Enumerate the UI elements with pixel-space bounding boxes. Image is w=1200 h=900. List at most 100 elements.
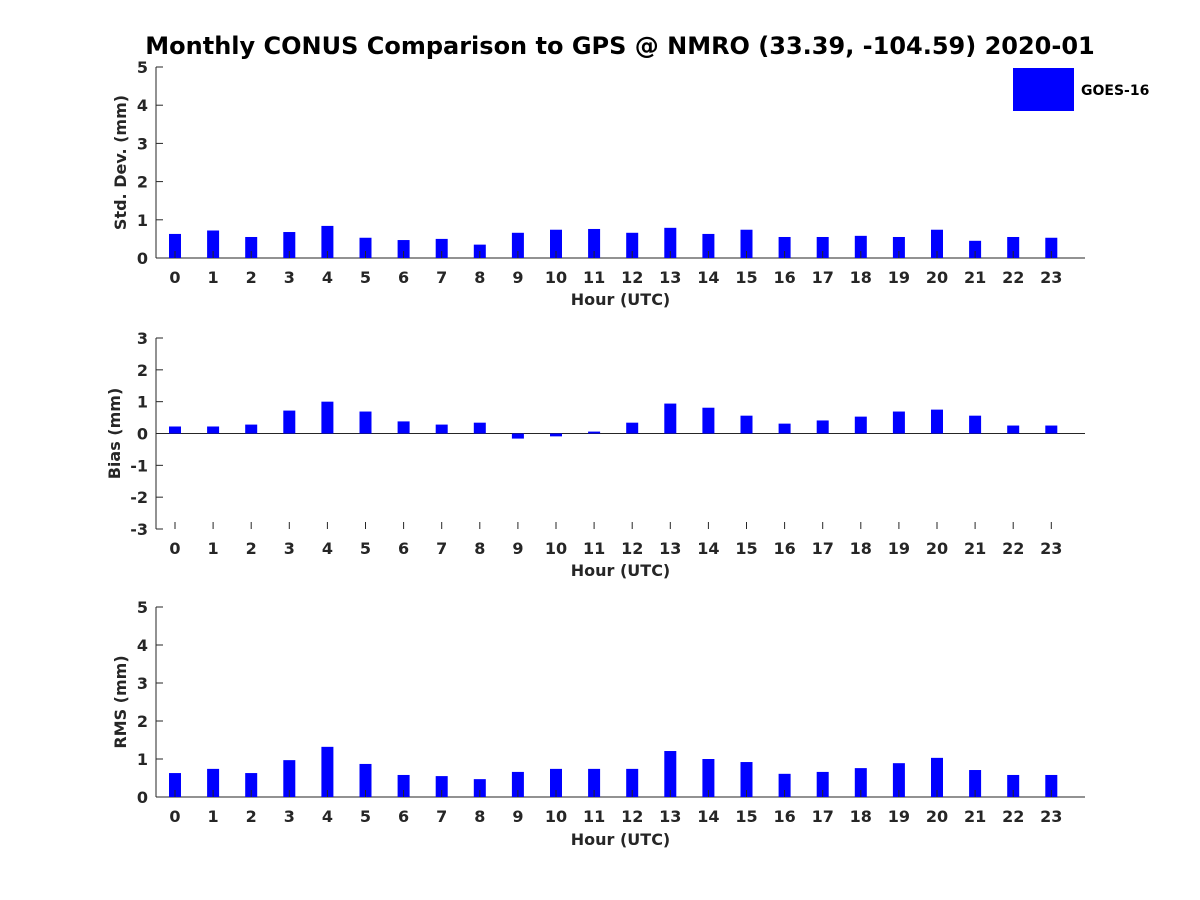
bar [626,232,639,258]
y-tick-label: 1 [137,393,148,412]
bar [588,228,601,258]
bar [892,763,905,797]
bar [969,415,982,434]
x-tick-label: 22 [1002,539,1024,558]
x-tick-label: 23 [1040,807,1062,826]
x-tick-label: 12 [621,539,643,558]
bar [550,433,562,437]
y-tick-label: 5 [137,598,148,617]
x-tick-label: 10 [545,268,567,287]
x-tick-label: 22 [1002,268,1024,287]
bar [626,768,639,797]
x-tick-label: 19 [888,268,910,287]
bar [778,423,791,434]
bar [702,233,715,258]
x-tick-label: 6 [398,539,409,558]
bar [321,225,334,258]
y-tick-label: -2 [130,488,148,507]
bar [740,415,753,434]
legend-swatch [1013,68,1074,111]
bar [359,237,372,258]
y-tick-label: 0 [137,788,148,807]
x-tick-label: 17 [812,268,834,287]
bar [1045,425,1058,434]
legend: GOES-16 [1013,68,1149,111]
x-tick-label: 17 [812,807,834,826]
bar [1007,425,1020,434]
x-tick-label: 7 [436,539,447,558]
x-tick-label: 2 [246,807,257,826]
y-tick-label: 0 [137,249,148,268]
x-tick-label: 18 [850,268,872,287]
bar [892,236,905,258]
y-tick-label: -1 [130,456,148,475]
x-tick-label: 9 [512,807,523,826]
bar [397,240,410,258]
x-tick-label: 7 [436,268,447,287]
bar [283,410,296,434]
x-tick-label: 5 [360,539,371,558]
x-tick-label: 4 [322,268,333,287]
bar [435,424,448,434]
bar [473,422,486,434]
y-tick-label: 2 [137,712,148,731]
bar [702,407,715,434]
y-tick-label: 4 [137,636,148,655]
x-tick-label: 21 [964,807,986,826]
x-tick-label: 5 [360,807,371,826]
x-tick-label: 0 [169,268,180,287]
bar [931,229,943,258]
y-tick-label: 3 [137,329,148,348]
x-tick-label: 12 [621,268,643,287]
bar [321,401,334,434]
y-tick-label: 3 [137,674,148,693]
x-tick-label: 20 [926,268,948,287]
x-tick-label: 13 [659,268,681,287]
y-tick-label: 3 [137,134,148,153]
x-tick-label: 11 [583,807,605,826]
y-axis-title: Bias (mm) [105,388,124,480]
x-tick-label: 4 [322,807,333,826]
bar [550,768,562,797]
bar [969,240,982,258]
x-tick-label: 18 [850,539,872,558]
x-tick-label: 16 [773,807,795,826]
x-tick-label: 23 [1040,539,1062,558]
x-tick-label: 12 [621,807,643,826]
bar [1045,237,1058,258]
x-tick-label: 2 [246,268,257,287]
x-tick-label: 21 [964,268,986,287]
bar [169,773,181,797]
x-tick-label: 20 [926,539,948,558]
x-tick-label: 14 [697,807,719,826]
bar [931,757,943,797]
bar [816,420,829,434]
bar [931,409,943,434]
x-tick-label: 9 [512,539,523,558]
bar [778,236,791,258]
x-tick-label: 3 [284,268,295,287]
x-tick-label: 14 [697,539,719,558]
y-tick-label: 5 [137,58,148,77]
bar [359,411,372,434]
bar [245,236,258,258]
x-tick-label: 22 [1002,807,1024,826]
x-axis-title: Hour (UTC) [571,830,671,849]
bar [435,776,448,797]
bar [854,416,867,434]
x-tick-label: 13 [659,539,681,558]
x-tick-label: 19 [888,539,910,558]
x-tick-label: 16 [773,539,795,558]
x-tick-label: 16 [773,268,795,287]
x-tick-label: 8 [474,539,485,558]
bar [740,762,753,797]
bar [816,236,829,258]
x-tick-label: 2 [246,539,257,558]
y-tick-label: 2 [137,173,148,192]
x-tick-label: 13 [659,807,681,826]
x-tick-label: 15 [735,539,757,558]
x-tick-label: 1 [208,539,219,558]
